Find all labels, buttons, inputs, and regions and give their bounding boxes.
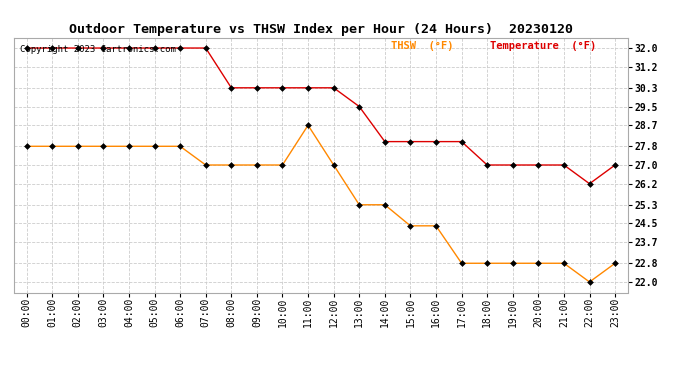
Text: THSW  (°F): THSW (°F) [391, 41, 454, 51]
Text: Copyright 2023 Cartronics.com: Copyright 2023 Cartronics.com [20, 45, 176, 54]
Text: Temperature  (°F): Temperature (°F) [490, 41, 596, 51]
Title: Outdoor Temperature vs THSW Index per Hour (24 Hours)  20230120: Outdoor Temperature vs THSW Index per Ho… [69, 23, 573, 36]
